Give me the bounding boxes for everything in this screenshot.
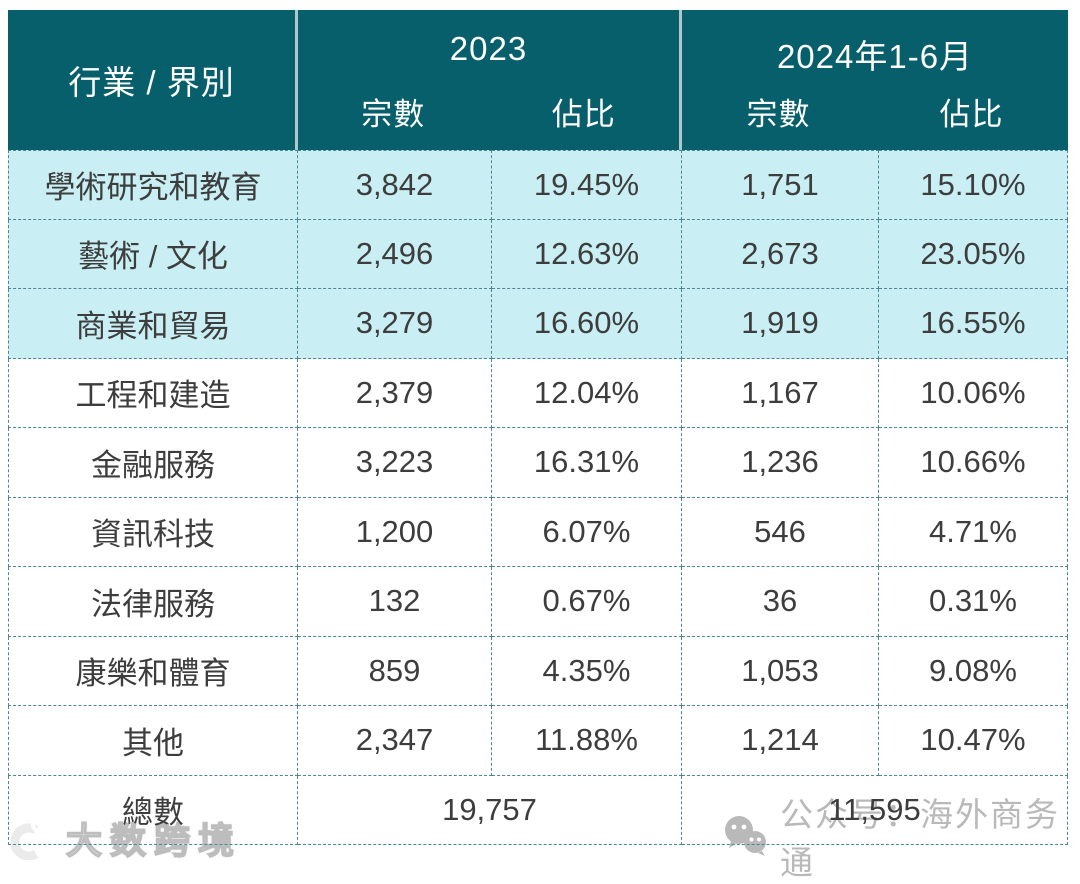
col-header-2024-share: 佔比 [939, 97, 1004, 132]
cell-2023-count: 1,200 [298, 497, 492, 567]
col-group-2024: 2024年1-6月 宗數 佔比 [682, 10, 1068, 150]
col-header-industry: 行業 / 界別 [8, 10, 298, 150]
col-group-2023: 2023 宗數 佔比 [298, 10, 682, 150]
cell-2024-share: 10.47% [879, 706, 1068, 776]
cell-2023-share: 0.67% [492, 567, 682, 637]
cell-2024-count: 1,214 [682, 706, 879, 776]
cell-2023-share: 19.45% [492, 150, 682, 220]
cell-2024-count: 1,919 [682, 289, 879, 359]
cell-2024-count: 1,236 [682, 428, 879, 498]
cell-2024-share: 4.71% [879, 497, 1068, 567]
year-label-2023: 2023 [449, 30, 528, 67]
row-label: 藝術 / 文化 [8, 219, 298, 289]
total-row-label: 總數 [8, 775, 298, 845]
cell-2023-count: 3,223 [298, 428, 492, 498]
cell-2024-count: 546 [682, 497, 879, 567]
year-label-2024: 2024年1-6月 [776, 38, 974, 75]
row-label: 資訊科技 [8, 497, 298, 567]
cell-2023-count: 3,279 [298, 289, 492, 359]
cell-2023-share: 16.60% [492, 289, 682, 359]
cell-2023-share: 4.35% [492, 636, 682, 706]
industry-statistics-table: 行業 / 界別 2023 宗數 佔比 2024年1-6月 宗數 佔比 學術研究和… [8, 10, 1068, 845]
cell-2024-count: 1,053 [682, 636, 879, 706]
total-2023: 19,757 [298, 775, 682, 845]
cell-2023-count: 859 [298, 636, 492, 706]
cell-2024-share: 15.10% [879, 150, 1068, 220]
col-header-2024-count: 宗數 [746, 97, 811, 132]
cell-2024-share: 9.08% [879, 636, 1068, 706]
cell-2024-count: 1,751 [682, 150, 879, 220]
total-2024: 11,595 [682, 775, 1068, 845]
row-label: 工程和建造 [8, 358, 298, 428]
cell-2023-share: 11.88% [492, 706, 682, 776]
row-label: 金融服務 [8, 428, 298, 498]
cell-2023-share: 16.31% [492, 428, 682, 498]
col-header-2023-share: 佔比 [551, 97, 616, 132]
cell-2023-count: 2,379 [298, 358, 492, 428]
cell-2024-count: 36 [682, 567, 879, 637]
row-label: 其他 [8, 706, 298, 776]
cell-2024-share: 0.31% [879, 567, 1068, 637]
cell-2023-count: 3,842 [298, 150, 492, 220]
row-label: 商業和貿易 [8, 289, 298, 359]
cell-2024-share: 23.05% [879, 219, 1068, 289]
cell-2023-count: 132 [298, 567, 492, 637]
cell-2024-count: 2,673 [682, 219, 879, 289]
cell-2023-share: 6.07% [492, 497, 682, 567]
cell-2024-share: 10.06% [879, 358, 1068, 428]
cell-2023-count: 2,496 [298, 219, 492, 289]
cell-2023-share: 12.63% [492, 219, 682, 289]
col-header-2023-count: 宗數 [361, 97, 426, 132]
cell-2023-share: 12.04% [492, 358, 682, 428]
row-label: 學術研究和教育 [8, 150, 298, 220]
row-label: 法律服務 [8, 567, 298, 637]
cell-2024-share: 16.55% [879, 289, 1068, 359]
row-label: 康樂和體育 [8, 636, 298, 706]
page: 大数跨境 公众号：海外商务通 行業 / 界別 2023 宗數 佔比 2024年1… [8, 10, 1068, 881]
cell-2023-count: 2,347 [298, 706, 492, 776]
cell-2024-count: 1,167 [682, 358, 879, 428]
cell-2024-share: 10.66% [879, 428, 1068, 498]
